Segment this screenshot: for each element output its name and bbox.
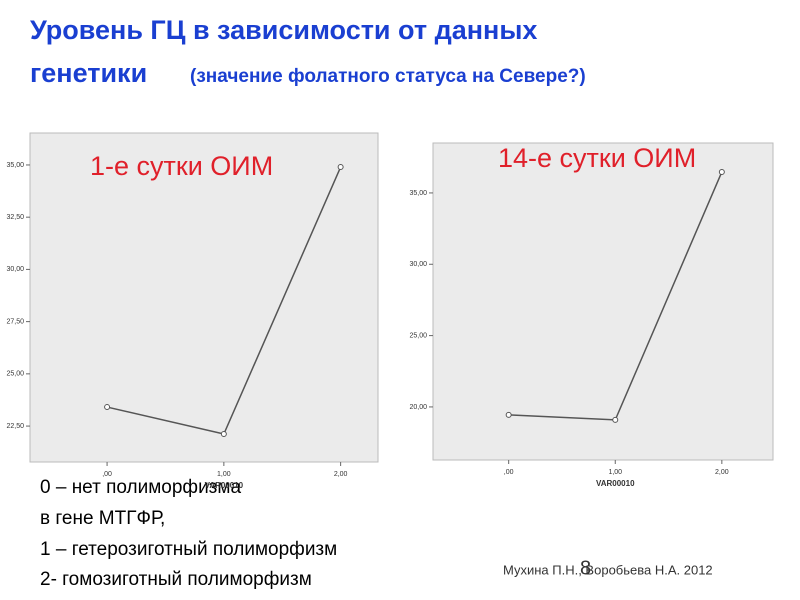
title: Уровень ГЦ в зависимости от данных [30, 15, 537, 45]
y-tick-label: 30,00 [6, 266, 24, 273]
page-number: 8 [580, 557, 591, 579]
y-tick-label: 32,50 [6, 214, 24, 221]
data-point [505, 411, 512, 418]
y-tick-label: 35,00 [6, 162, 24, 169]
plot-area [432, 142, 774, 461]
y-tick-label: 27,50 [6, 318, 24, 325]
note: 2- гомозиготный полиморфизм [40, 569, 312, 590]
data-point [220, 431, 227, 438]
x-tick-label: 2,00 [715, 469, 729, 476]
y-tick-label: 25,00 [6, 371, 24, 378]
data-point [337, 164, 344, 171]
data-point [104, 404, 111, 411]
y-tick-label: 30,00 [409, 261, 427, 268]
y-tick-label: 20,00 [409, 404, 427, 411]
title: генетики [30, 58, 147, 88]
data-point [612, 416, 619, 423]
y-tick-label: 25,00 [409, 332, 427, 339]
x-tick-label: ,00 [102, 471, 112, 478]
note: в гене МТГФР, [40, 508, 165, 529]
x-tick-label: 1,00 [608, 469, 622, 476]
subtitle: (значение фолатного статуса на Севере?) [190, 66, 586, 87]
annotation: 14-е сутки ОИМ [498, 143, 696, 173]
note: 0 – нет полиморфизма [40, 477, 241, 498]
x-tick-label: 2,00 [334, 471, 348, 478]
note: 1 – гетерозиготный полиморфизм [40, 539, 337, 560]
data-point [718, 168, 725, 175]
y-tick-label: 35,00 [409, 190, 427, 197]
x-tick-label: 1,00 [217, 471, 231, 478]
x-axis-label: VAR00010 [596, 479, 635, 488]
annotation: 1-е сутки ОИМ [90, 151, 273, 181]
authors: Мухина П.Н., Воробьева Н.А. 2012 [503, 562, 713, 577]
y-tick-label: 22,50 [6, 423, 24, 430]
plot-area [29, 132, 379, 463]
x-axis-label: VAR00010 [205, 481, 244, 490]
x-tick-label: ,00 [504, 469, 514, 476]
